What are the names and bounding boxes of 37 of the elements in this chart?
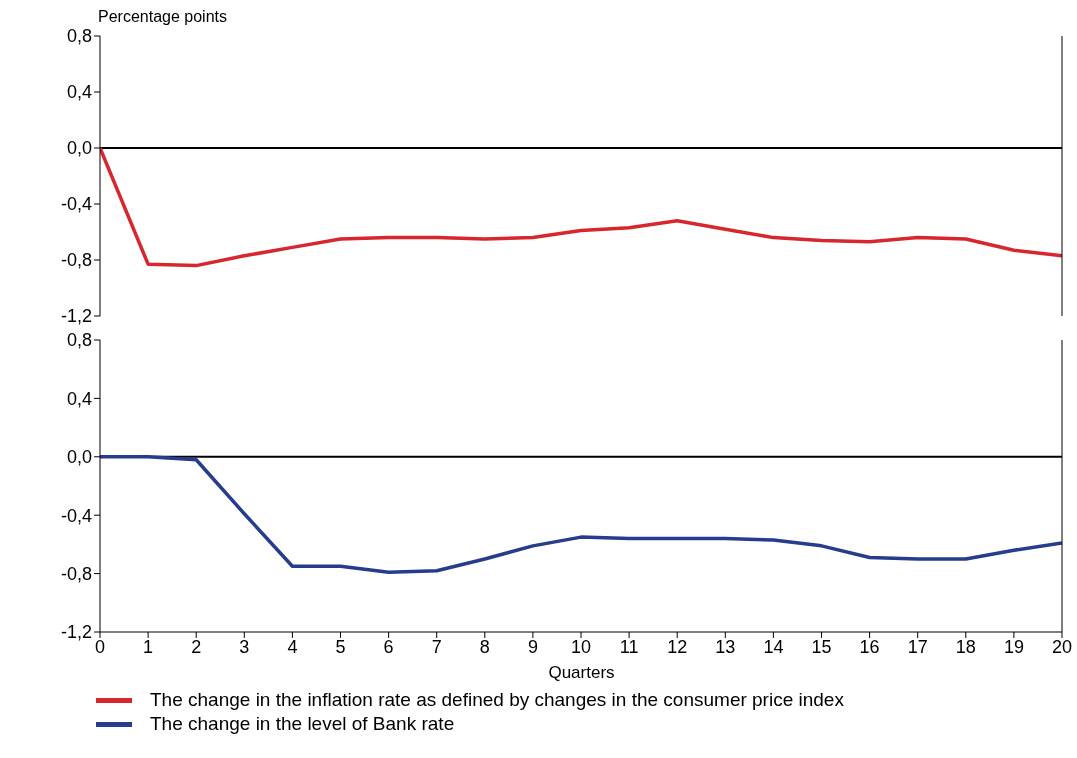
y-tick-label: -0,8 <box>60 250 92 271</box>
y-tick-label: 0,0 <box>66 447 92 468</box>
x-tick-label: 10 <box>570 636 592 657</box>
y-tick-label: -0,8 <box>60 563 92 584</box>
x-tick-label: 11 <box>619 636 639 657</box>
y-tick-label: 0,4 <box>66 82 92 103</box>
x-tick-label: 20 <box>1051 636 1073 657</box>
x-tick-label: 2 <box>191 636 202 657</box>
x-tick-label: 8 <box>479 636 490 657</box>
x-tick-label: 3 <box>239 636 250 657</box>
x-axis-title: Quarters <box>547 662 616 684</box>
y-tick-label: 0,4 <box>66 388 92 409</box>
x-tick-label: 15 <box>811 636 832 657</box>
y-tick-label: -0,4 <box>60 194 92 215</box>
y-tick-label: -0,4 <box>60 505 92 526</box>
y-tick-label: -1,2 <box>60 306 92 327</box>
x-tick-label: 6 <box>383 636 394 657</box>
legend-label: The change in the level of Bank rate <box>150 712 455 736</box>
x-tick-label: 17 <box>907 636 928 657</box>
y-tick-label: 0,8 <box>66 330 92 351</box>
x-tick-label: 5 <box>335 636 346 657</box>
y-tick-label: 0,0 <box>66 138 92 159</box>
x-tick-label: 14 <box>763 636 784 657</box>
y-tick-label: 0,8 <box>66 26 92 47</box>
x-tick-label: 7 <box>431 636 442 657</box>
legend-label: The change in the inflation rate as defined by changes in the consumer price index <box>150 688 844 712</box>
x-tick-label: 1 <box>143 636 154 657</box>
x-tick-label: 4 <box>287 636 298 657</box>
y-tick-label: -1,2 <box>60 622 92 643</box>
x-tick-label: 12 <box>667 636 688 657</box>
y-axis-title: Percentage points <box>98 8 227 26</box>
x-tick-label: 16 <box>859 636 880 657</box>
x-tick-label: 0 <box>94 636 106 657</box>
x-tick-label: 19 <box>1003 636 1024 657</box>
x-tick-label: 13 <box>715 636 736 657</box>
x-tick-label: 18 <box>955 636 976 657</box>
x-tick-label: 9 <box>527 636 538 657</box>
